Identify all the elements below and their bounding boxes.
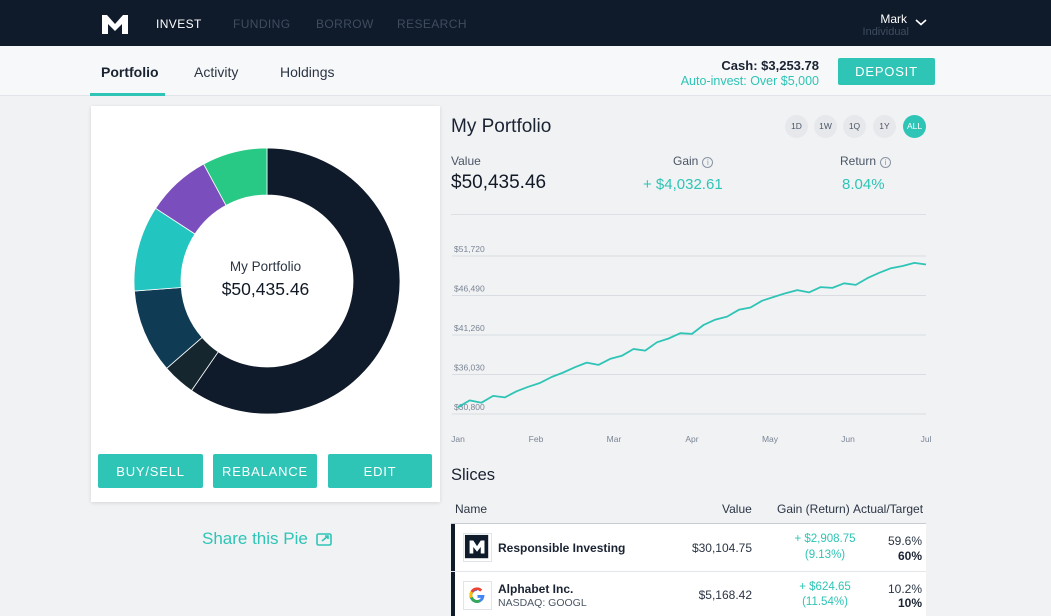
value-label: Value	[451, 154, 481, 168]
y-tick-label: $46,490	[454, 284, 485, 294]
slice-name: Responsible Investing	[498, 541, 626, 555]
column-header-value[interactable]: Value	[722, 502, 752, 516]
portfolio-title: My Portfolio	[451, 116, 552, 137]
y-tick-label: $41,260	[454, 323, 485, 333]
range-1q-button[interactable]: 1Q	[843, 115, 866, 138]
column-header-actual-target[interactable]: Actual/Target	[853, 502, 924, 516]
return-label-text: Return	[840, 154, 877, 168]
slice-return: (11.54%)	[802, 596, 848, 608]
stats-divider	[451, 214, 926, 215]
portfolio-value-line[interactable]	[457, 261, 927, 408]
nav-funding[interactable]: FUNDING	[233, 17, 291, 31]
x-tick-label: Jun	[841, 434, 855, 444]
info-icon[interactable]: i	[702, 157, 714, 168]
donut-slice-6[interactable]	[203, 147, 268, 206]
table-row[interactable]: Alphabet Inc. NASDAQ: GOOGL $5,168.42 + …	[451, 572, 926, 616]
x-tick-label: Jul	[921, 434, 932, 444]
slice-name: Alphabet Inc.	[498, 582, 574, 596]
google-logo-icon	[463, 581, 492, 610]
slice-value: $5,168.42	[698, 588, 752, 602]
m1-logo-icon[interactable]	[100, 12, 130, 36]
x-tick-label: Feb	[529, 434, 544, 444]
top-nav: INVEST FUNDING BORROW RESEARCH Mark Indi…	[0, 0, 1051, 46]
portfolio-return: 8.04%	[842, 176, 885, 193]
chevron-down-icon[interactable]	[914, 17, 928, 27]
cash-balance: Cash: $3,253.78	[721, 58, 819, 73]
share-icon[interactable]	[316, 531, 333, 546]
user-name[interactable]: Mark	[880, 12, 907, 26]
info-icon[interactable]: i	[880, 157, 892, 168]
table-row[interactable]: Responsible Investing $30,104.75 + $2,90…	[451, 524, 926, 571]
range-1d-button[interactable]: 1D	[785, 115, 808, 138]
slice-actual-pct: 10.2%	[887, 582, 922, 596]
return-label: Return i	[840, 154, 892, 168]
user-account-type: Individual	[862, 26, 909, 38]
y-tick-label: $51,720	[454, 244, 485, 254]
range-1y-button[interactable]: 1Y	[873, 115, 896, 138]
donut-center-value: $50,435.46	[221, 279, 310, 299]
table-header-divider	[451, 523, 926, 524]
column-header-gain[interactable]: Gain (Return)	[777, 502, 850, 516]
row-divider	[451, 571, 926, 572]
gain-label: Gain i	[673, 154, 714, 168]
slice-ticker: NASDAQ: GOOGL	[498, 597, 587, 609]
slice-return: (9.13%)	[804, 549, 846, 561]
tab-holdings[interactable]: Holdings	[280, 64, 335, 80]
slice-actual-pct: 59.6%	[887, 534, 922, 548]
rebalance-button[interactable]: REBALANCE	[213, 454, 317, 488]
gain-label-text: Gain	[673, 154, 699, 168]
m1-logo-icon	[463, 533, 492, 562]
slice-target-pct: 10%	[897, 596, 922, 610]
slice-gain: + $2,908.75	[794, 533, 856, 545]
portfolio-value: $50,435.46	[451, 172, 547, 193]
slice-target-pct: 60%	[897, 549, 922, 563]
slices-title: Slices	[451, 466, 496, 484]
share-pie-link[interactable]: Share this Pie	[202, 529, 308, 548]
edit-button[interactable]: EDIT	[328, 454, 432, 488]
tab-activity[interactable]: Activity	[194, 64, 239, 80]
auto-invest-status[interactable]: Auto-invest: Over $5,000	[680, 74, 819, 88]
x-tick-label: Apr	[685, 434, 698, 444]
range-all-button[interactable]: ALL	[903, 115, 926, 138]
nav-research[interactable]: RESEARCH	[397, 17, 467, 31]
portfolio-gain: + $4,032.61	[643, 176, 723, 193]
column-header-name[interactable]: Name	[455, 502, 488, 516]
x-tick-label: Jan	[451, 434, 465, 444]
slice-gain: + $624.65	[799, 581, 851, 593]
portfolio-line-chart[interactable]: $30,800 $36,030 $41,260 $46,490 $51,720 Jan Fe…	[440, 240, 940, 455]
tab-portfolio[interactable]: Portfolio	[101, 64, 159, 80]
y-tick-label: $30,800	[454, 402, 485, 412]
deposit-button[interactable]: DEPOSIT	[838, 58, 935, 85]
sub-header: Portfolio Activity Holdings Cash: $3,253…	[0, 46, 1051, 96]
active-tab-indicator	[90, 93, 165, 96]
buy-sell-button[interactable]: BUY/SELL	[98, 454, 203, 488]
y-tick-label: $36,030	[454, 363, 485, 373]
donut-center-title: My Portfolio	[229, 259, 302, 274]
x-tick-label: Mar	[607, 434, 622, 444]
slice-value: $30,104.75	[691, 541, 752, 555]
x-tick-label: May	[762, 434, 779, 444]
portfolio-donut-chart[interactable]	[134, 146, 400, 416]
range-1w-button[interactable]: 1W	[814, 115, 837, 138]
pie-card: My Portfolio $50,435.46 BUY/SELL REBALAN…	[91, 106, 440, 502]
nav-borrow[interactable]: BORROW	[316, 17, 374, 31]
donut-slice-1[interactable]	[190, 147, 400, 415]
nav-invest[interactable]: INVEST	[156, 17, 202, 31]
